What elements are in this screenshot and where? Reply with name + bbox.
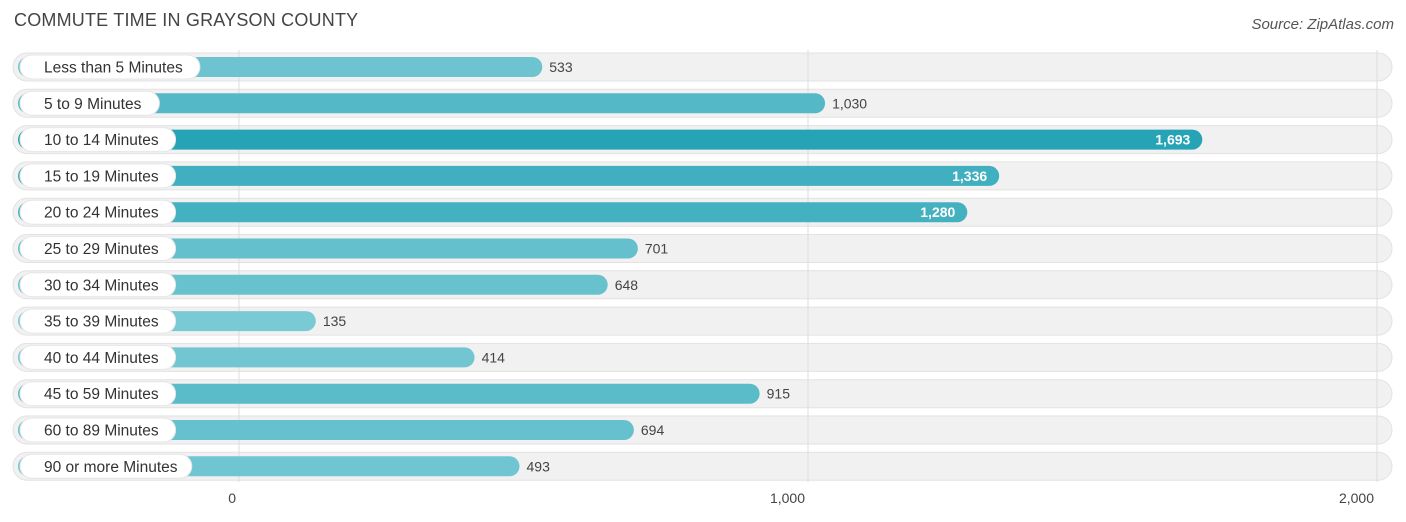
bar (18, 383, 760, 404)
category-pill (19, 54, 201, 80)
category-pill (19, 344, 177, 370)
chart-source: Source: ZipAtlas.com (1251, 16, 1394, 33)
value-label: 1,693 (1155, 132, 1190, 148)
x-tick-label: 2,000 (1339, 490, 1374, 506)
category-pill (19, 90, 160, 116)
category-label: 10 to 14 Minutes (44, 132, 159, 149)
category-label: 20 to 24 Minutes (44, 205, 159, 222)
category-pill (19, 308, 177, 334)
value-label: 135 (323, 313, 347, 329)
category-label: 35 to 39 Minutes (44, 314, 159, 331)
category-label: 90 or more Minutes (44, 459, 178, 476)
category-label: 15 to 19 Minutes (44, 168, 159, 185)
category-pill (19, 163, 177, 189)
value-label: 694 (641, 422, 665, 438)
category-label: 60 to 89 Minutes (44, 423, 159, 440)
value-label: 493 (527, 458, 551, 474)
category-label: 30 to 34 Minutes (44, 277, 159, 294)
category-pill (19, 417, 177, 443)
value-label: 648 (615, 277, 639, 293)
category-pill (19, 272, 177, 298)
value-label: 1,280 (920, 204, 955, 220)
category-pill (19, 236, 177, 261)
category-pill (19, 199, 177, 225)
category-pill (19, 381, 177, 407)
category-label: Less than 5 Minutes (44, 60, 183, 77)
category-pill (19, 127, 177, 153)
bar (18, 202, 968, 223)
value-label: 414 (482, 349, 506, 365)
bar (18, 93, 826, 114)
value-label: 915 (767, 386, 791, 402)
x-tick-label: 0 (228, 490, 236, 506)
row-track (12, 306, 1393, 336)
bar (18, 129, 1203, 150)
value-label: 1,336 (952, 168, 987, 184)
category-label: 25 to 29 Minutes (44, 241, 159, 258)
category-label: 45 to 59 Minutes (44, 386, 159, 403)
category-pill (19, 453, 193, 479)
chart-title: COMMUTE TIME IN GRAYSON COUNTY (14, 10, 359, 30)
category-label: 40 to 44 Minutes (44, 350, 159, 367)
value-label: 701 (645, 241, 669, 257)
value-label: 533 (549, 59, 573, 75)
category-label: 5 to 9 Minutes (44, 96, 142, 113)
value-label: 1,030 (832, 95, 867, 111)
x-tick-label: 1,000 (770, 490, 805, 506)
bar (18, 165, 1000, 186)
